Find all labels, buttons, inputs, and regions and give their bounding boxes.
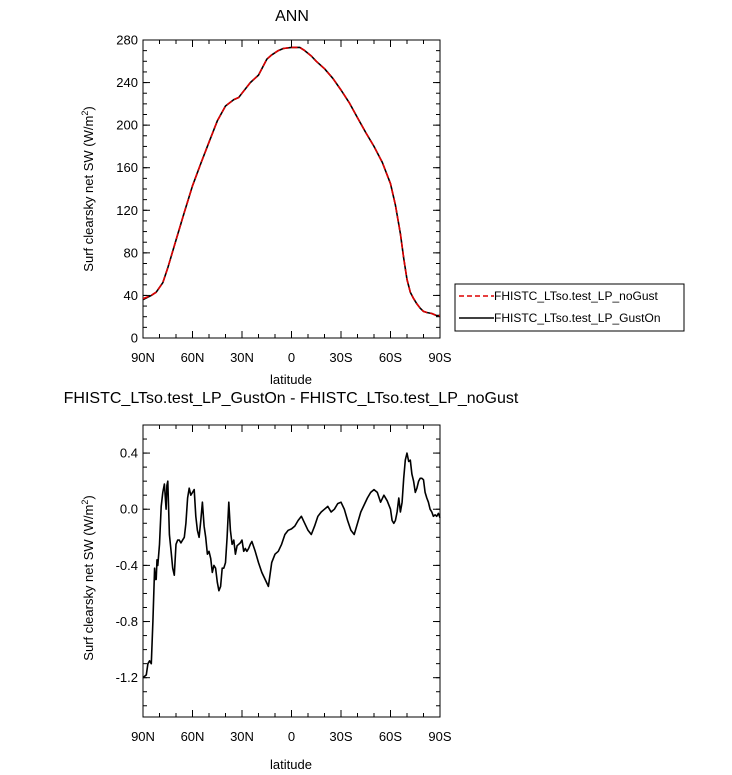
legend-box bbox=[454, 283, 685, 332]
top-panel-ytick-label: 160 bbox=[116, 160, 138, 175]
bottom-panel-xtick-label: 60S bbox=[379, 729, 402, 744]
bottom-panel-xtick-label: 30N bbox=[230, 729, 254, 744]
top-panel-ytick-label: 280 bbox=[116, 33, 138, 48]
top-panel-xtick-label: 30S bbox=[329, 350, 352, 365]
bottom-panel-xtick-label: 30S bbox=[329, 729, 352, 744]
bottom-panel-axes: 90N 60N 30N 0 30S 60S 90S 0.4 0.0 -0.4 -0.8 -1.2 bbox=[116, 424, 452, 744]
top-panel-xtick-label: 60N bbox=[181, 350, 205, 365]
bottom-panel: FHISTC_LTso.test_LP_GustOn - FHISTC_LTso… bbox=[64, 390, 519, 772]
bottom-panel-series bbox=[142, 452, 441, 679]
legend: FHISTC_LTso.test_LP_noGust FHISTC_LTso.t… bbox=[454, 283, 685, 332]
bottom-panel-xtick-label: 60N bbox=[181, 729, 205, 744]
top-panel-xlabel: latitude bbox=[270, 372, 312, 387]
top-panel-series-line bbox=[142, 46, 440, 317]
bottom-panel-xtick-label: 90N bbox=[131, 729, 155, 744]
bottom-panel-series-line bbox=[142, 452, 441, 679]
bottom-panel-xtick-label: 90S bbox=[428, 729, 451, 744]
bottom-panel-ytick-label: -0.8 bbox=[116, 614, 138, 629]
top-panel-ytick-label: 120 bbox=[116, 203, 138, 218]
bottom-panel-ylabel: Surf clearsky net SW (W/m2) bbox=[80, 495, 96, 660]
bottom-panel-ytick-label: -0.4 bbox=[116, 558, 138, 573]
top-panel-series-line bbox=[142, 46, 440, 317]
bottom-panel-ytick-label: -1.2 bbox=[116, 670, 138, 685]
legend-label-guston: FHISTC_LTso.test_LP_GustOn bbox=[494, 311, 661, 325]
top-panel-xtick-label: 90S bbox=[428, 350, 451, 365]
top-panel-ytick-label: 80 bbox=[124, 245, 138, 260]
bottom-panel-xlabel: latitude bbox=[270, 757, 312, 772]
top-panel-xtick-label: 60S bbox=[379, 350, 402, 365]
top-panel-ylabel: Surf clearsky net SW (W/m2) bbox=[80, 106, 96, 271]
top-panel-frame bbox=[142, 39, 441, 339]
bottom-panel-xtick-label: 0 bbox=[288, 729, 295, 744]
top-panel-xtick-label: 0 bbox=[288, 350, 295, 365]
top-panel-axes: 90N 60N 30N 0 30S 60S 90S 0 40 80 120 160 200 240 280 bbox=[116, 33, 452, 366]
top-panel-title: ANN bbox=[275, 8, 309, 25]
top-panel-ytick-label: 240 bbox=[116, 75, 138, 90]
top-panel-ytick-label: 200 bbox=[116, 118, 138, 133]
bottom-panel-ytick-label: 0.4 bbox=[120, 446, 138, 461]
top-panel-xtick-label: 30N bbox=[230, 350, 254, 365]
legend-label-nogust: FHISTC_LTso.test_LP_noGust bbox=[494, 289, 659, 303]
bottom-panel-title: FHISTC_LTso.test_LP_GustOn - FHISTC_LTso… bbox=[64, 390, 519, 407]
top-panel: ANN 90N 60N 30N 0 30S 60S 90S 0 40 80 120 160 200 240… bbox=[80, 8, 685, 387]
bottom-panel-ytick-label: 0.0 bbox=[120, 502, 138, 517]
top-panel-series bbox=[142, 46, 440, 317]
top-panel-ytick-label: 0 bbox=[131, 331, 138, 346]
top-panel-ytick-label: 40 bbox=[124, 288, 138, 303]
top-panel-xtick-label: 90N bbox=[131, 350, 155, 365]
bottom-panel-frame bbox=[142, 424, 441, 718]
